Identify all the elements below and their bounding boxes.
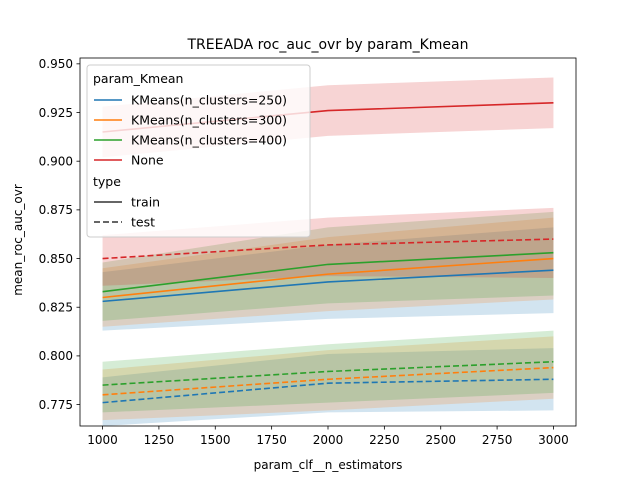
legend-label-train: train [131, 195, 160, 210]
y-tick-label-4: 0.875 [39, 203, 73, 217]
x-tick-label-1000: 1000 [87, 433, 118, 447]
y-tick-label-2: 0.825 [39, 301, 73, 315]
y-tick-label-7: 0.950 [39, 57, 73, 71]
legend-title-style: type [93, 174, 121, 189]
x-tick-label-2750: 2750 [482, 433, 513, 447]
band-test-kmeans-n-clusters-250 [102, 348, 554, 426]
legend-label-test: test [131, 215, 155, 230]
y-tick-label-5: 0.900 [39, 154, 73, 168]
y-tick-label-3: 0.850 [39, 252, 73, 266]
legend-box [86, 64, 311, 238]
legend-label-kmeans-n-clusters-400: KMeans(n_clusters=400) [131, 133, 287, 148]
x-axis: 1000 1250 1500 1750 2000 2250 2500 2750 3000 [87, 426, 569, 447]
band-test-kmeans-n-clusters-300 [102, 336, 554, 421]
legend-label-kmeans-n-clusters-250: KMeans(n_clusters=250) [131, 93, 287, 108]
x-tick-label-2000: 2000 [313, 433, 344, 447]
x-axis-label: param_clf__n_estimators [254, 458, 403, 472]
y-axis: 0.775 0.800 0.825 0.850 0.875 0.900 0.925 0.950 [39, 57, 80, 412]
legend-label-none: None [131, 153, 164, 168]
band-train-kmeans-n-clusters-400 [102, 211, 554, 321]
x-tick-label-1500: 1500 [200, 433, 231, 447]
band-train-kmeans-n-clusters-300 [102, 217, 554, 327]
x-tick-label-1750: 1750 [256, 433, 287, 447]
y-tick-label-0: 0.775 [39, 398, 73, 412]
y-axis-label: mean_roc_auc_ovr [11, 184, 25, 296]
y-tick-label-1: 0.800 [39, 349, 73, 363]
chart-title: TREEADA roc_auc_ovr by param_Kmean [187, 37, 469, 53]
x-tick-label-1250: 1250 [144, 433, 175, 447]
x-tick-label-2500: 2500 [425, 433, 456, 447]
legend-label-kmeans-n-clusters-300: KMeans(n_clusters=300) [131, 113, 287, 128]
x-tick-label-3000: 3000 [538, 433, 569, 447]
y-tick-label-6: 0.925 [39, 106, 73, 120]
legend-title-hue: param_Kmean [93, 71, 183, 86]
legend: param_Kmean KMeans(n_clusters=250) KMeans(… [86, 64, 311, 238]
x-tick-label-2250: 2250 [369, 433, 400, 447]
band-train-kmeans-n-clusters-250 [102, 227, 554, 331]
